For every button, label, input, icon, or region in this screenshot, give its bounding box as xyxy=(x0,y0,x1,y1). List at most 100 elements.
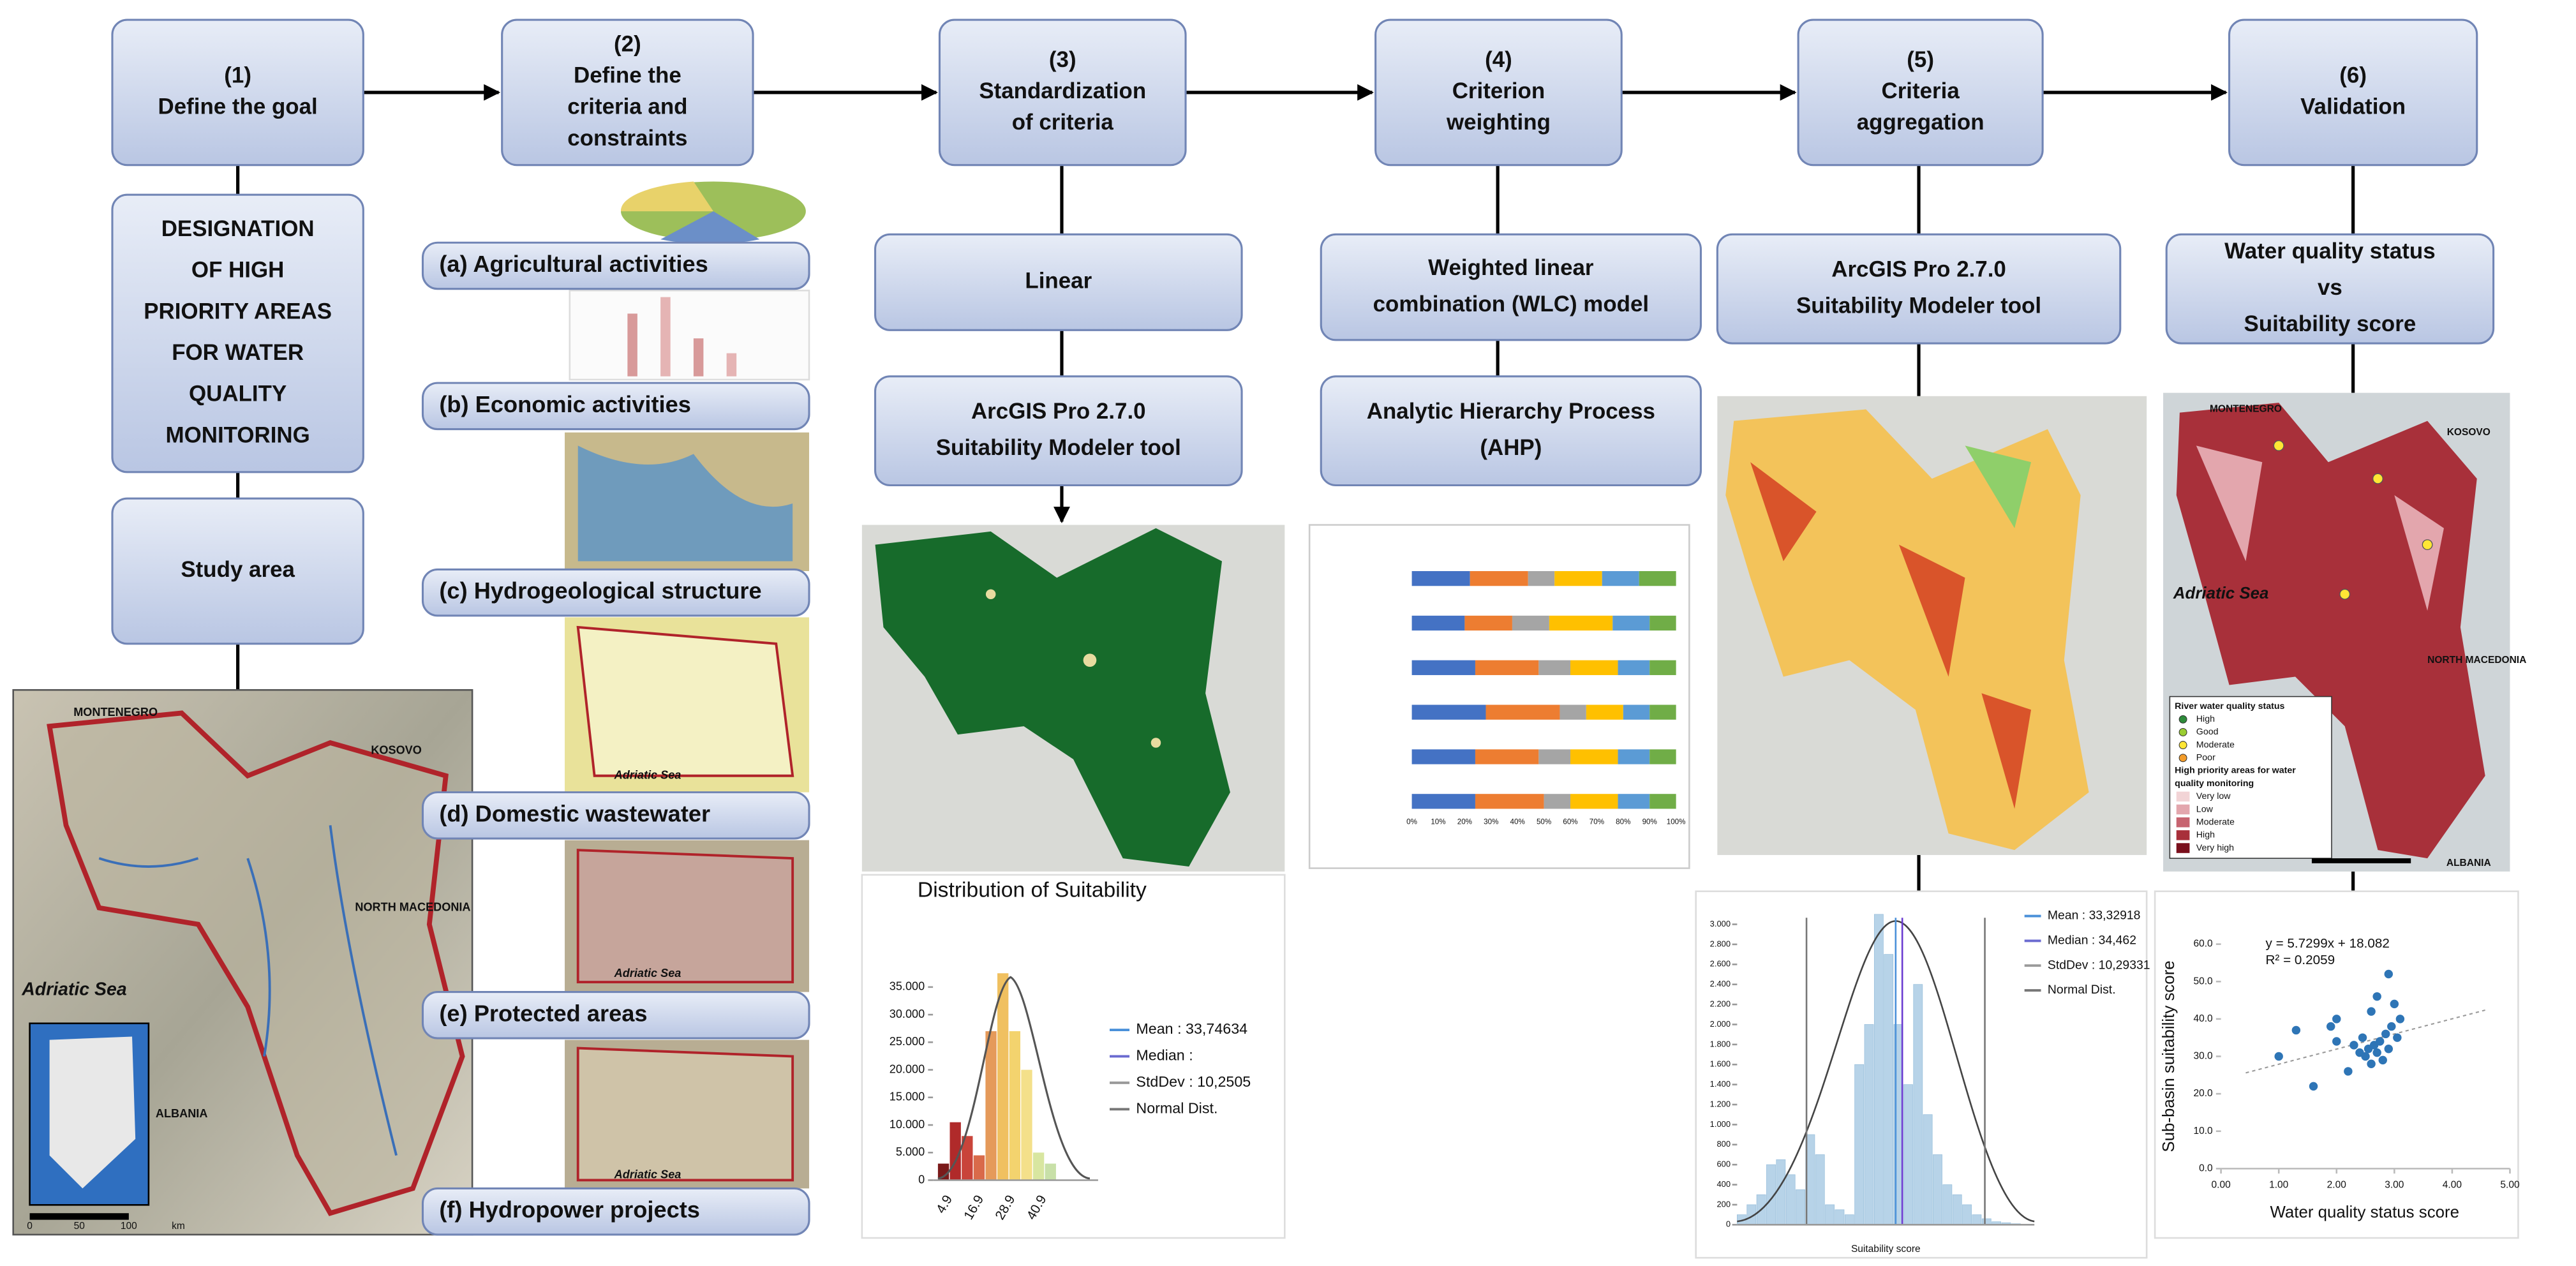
x-tick-label: 5.00 xyxy=(2500,1179,2520,1190)
legend-label: Mean : 33,74634 xyxy=(1136,1020,1247,1037)
method-label: (AHP) xyxy=(1480,435,1542,460)
stacked-bar-segment xyxy=(1649,749,1676,764)
stacked-bar-segment xyxy=(1570,794,1618,809)
box xyxy=(1797,19,2044,167)
box xyxy=(2228,19,2478,167)
method-label: combination (WLC) model xyxy=(1373,292,1649,316)
validation-map xyxy=(2163,392,2510,872)
legend-swatch xyxy=(2176,804,2190,815)
y-tick-label: 50.0 xyxy=(2193,976,2213,987)
y-tick-label: 20.000 xyxy=(890,1062,925,1075)
histogram-bar xyxy=(1844,1214,1854,1225)
method-label: Weighted linear xyxy=(1428,255,1594,280)
scatter-point xyxy=(2393,1033,2402,1042)
step-label: (4) xyxy=(1485,47,1512,72)
box xyxy=(421,791,810,840)
y-tick-label: 0 xyxy=(1726,1219,1731,1229)
method-label: vs xyxy=(2318,275,2342,300)
legend-label: High priority areas for water xyxy=(2175,766,2296,776)
box xyxy=(111,497,364,645)
legend-label: Normal Dist. xyxy=(2048,983,2116,997)
box xyxy=(421,568,810,617)
aggregation-map xyxy=(1717,396,2147,855)
y-tick-label: 1.400 xyxy=(1710,1079,1731,1089)
y-tick-label: 15.000 xyxy=(890,1091,925,1103)
goal-text: DESIGNATION xyxy=(161,216,315,241)
study-area-map xyxy=(12,689,473,1236)
x-tick-label: 4.00 xyxy=(2443,1179,2462,1190)
scatter-point xyxy=(2372,992,2381,1001)
y-tick-label: 0 xyxy=(918,1173,925,1186)
scatter-point xyxy=(2395,1015,2405,1024)
box xyxy=(421,241,810,290)
y-tick-label: 2.400 xyxy=(1710,979,1731,988)
stacked-bar-segment xyxy=(1618,794,1650,809)
scatter-point xyxy=(2384,1045,2394,1054)
map-label: MONTENEGRO xyxy=(2210,404,2282,415)
y-tick-label: 35.000 xyxy=(890,980,925,993)
y-tick-label: 2.000 xyxy=(1710,1019,1731,1029)
stacked-bar-segment xyxy=(1512,615,1549,631)
scale-label: 100 xyxy=(121,1221,137,1232)
y-tick-label: 400 xyxy=(1716,1179,1731,1189)
stacked-bar-segment xyxy=(1649,794,1676,809)
histogram-bar xyxy=(962,1136,973,1180)
map-label: ALBANIA xyxy=(156,1107,208,1120)
method-label: Suitability Modeler tool xyxy=(1796,293,2041,318)
step-label: criteria and xyxy=(567,94,687,119)
histogram-bar xyxy=(1835,1209,1845,1225)
stacked-bar-segment xyxy=(1554,570,1602,586)
scatter-point xyxy=(2291,1025,2301,1035)
legend-label: Normal Dist. xyxy=(1136,1099,1217,1116)
scatter-point xyxy=(2309,1082,2318,1091)
legend-label: Very low xyxy=(2196,791,2231,801)
connectors xyxy=(236,84,2355,891)
legend-label: StdDev : 10,2505 xyxy=(1136,1073,1251,1090)
y-tick-label: 3.000 xyxy=(1710,919,1731,928)
histogram-bar xyxy=(1032,1152,1045,1180)
goal-text: PRIORITY AREAS xyxy=(144,299,332,324)
stacked-bar-segment xyxy=(1411,570,1470,586)
box xyxy=(938,19,1187,167)
histogram-title: Distribution of Suitability xyxy=(918,879,1147,902)
stacked-bar-segment xyxy=(1475,794,1544,809)
stacked-bar-segment xyxy=(1618,749,1650,764)
box xyxy=(111,19,364,167)
legend-label: Poor xyxy=(2196,753,2215,763)
step-label: (3) xyxy=(1049,47,1076,72)
legend-label: Median : 34,462 xyxy=(2048,934,2136,948)
y-tick-label: 30.000 xyxy=(890,1008,925,1020)
scatter-point xyxy=(2361,1052,2370,1061)
legend-label: River water quality status xyxy=(2175,701,2284,711)
y-tick-label: 600 xyxy=(1716,1159,1731,1169)
histogram-bar xyxy=(1972,1214,1982,1225)
histogram-bar xyxy=(1962,1204,1972,1225)
histogram-bar xyxy=(1903,1084,1913,1225)
stacked-bar-segment xyxy=(1602,570,1639,586)
r-squared: R² = 0.2059 xyxy=(2265,953,2335,967)
step-label: weighting xyxy=(1446,110,1551,135)
step-label: (5) xyxy=(1907,47,1934,72)
y-tick-label: 10.0 xyxy=(2193,1126,2213,1136)
stacked-bar-segment xyxy=(1528,570,1555,586)
goal-text: FOR WATER xyxy=(172,340,304,365)
box xyxy=(421,382,810,431)
scatter-point xyxy=(2390,999,2399,1009)
histogram-bar xyxy=(1009,1031,1021,1180)
scatter-point xyxy=(2381,1029,2390,1039)
map-label: Adriatic Sea xyxy=(614,769,681,782)
map-label: ALBANIA xyxy=(2446,858,2491,868)
scatter-point xyxy=(2326,1022,2335,1031)
histogram-bar xyxy=(1952,1194,1962,1225)
legend-label: High xyxy=(2196,714,2215,724)
method-label: ArcGIS Pro 2.7.0 xyxy=(1831,257,2006,281)
histogram-bar xyxy=(1981,1218,1992,1225)
y-tick-label: 1.800 xyxy=(1710,1039,1731,1048)
x-tick-label: 100% xyxy=(1667,817,1686,826)
step-label: Define the xyxy=(574,63,681,88)
scatter-point xyxy=(2384,969,2394,979)
step-label: (1) xyxy=(224,63,251,88)
stacked-bar-segment xyxy=(1538,660,1571,675)
y-tick-label: 0.0 xyxy=(2199,1163,2213,1173)
stacked-bar-segment xyxy=(1475,660,1539,675)
